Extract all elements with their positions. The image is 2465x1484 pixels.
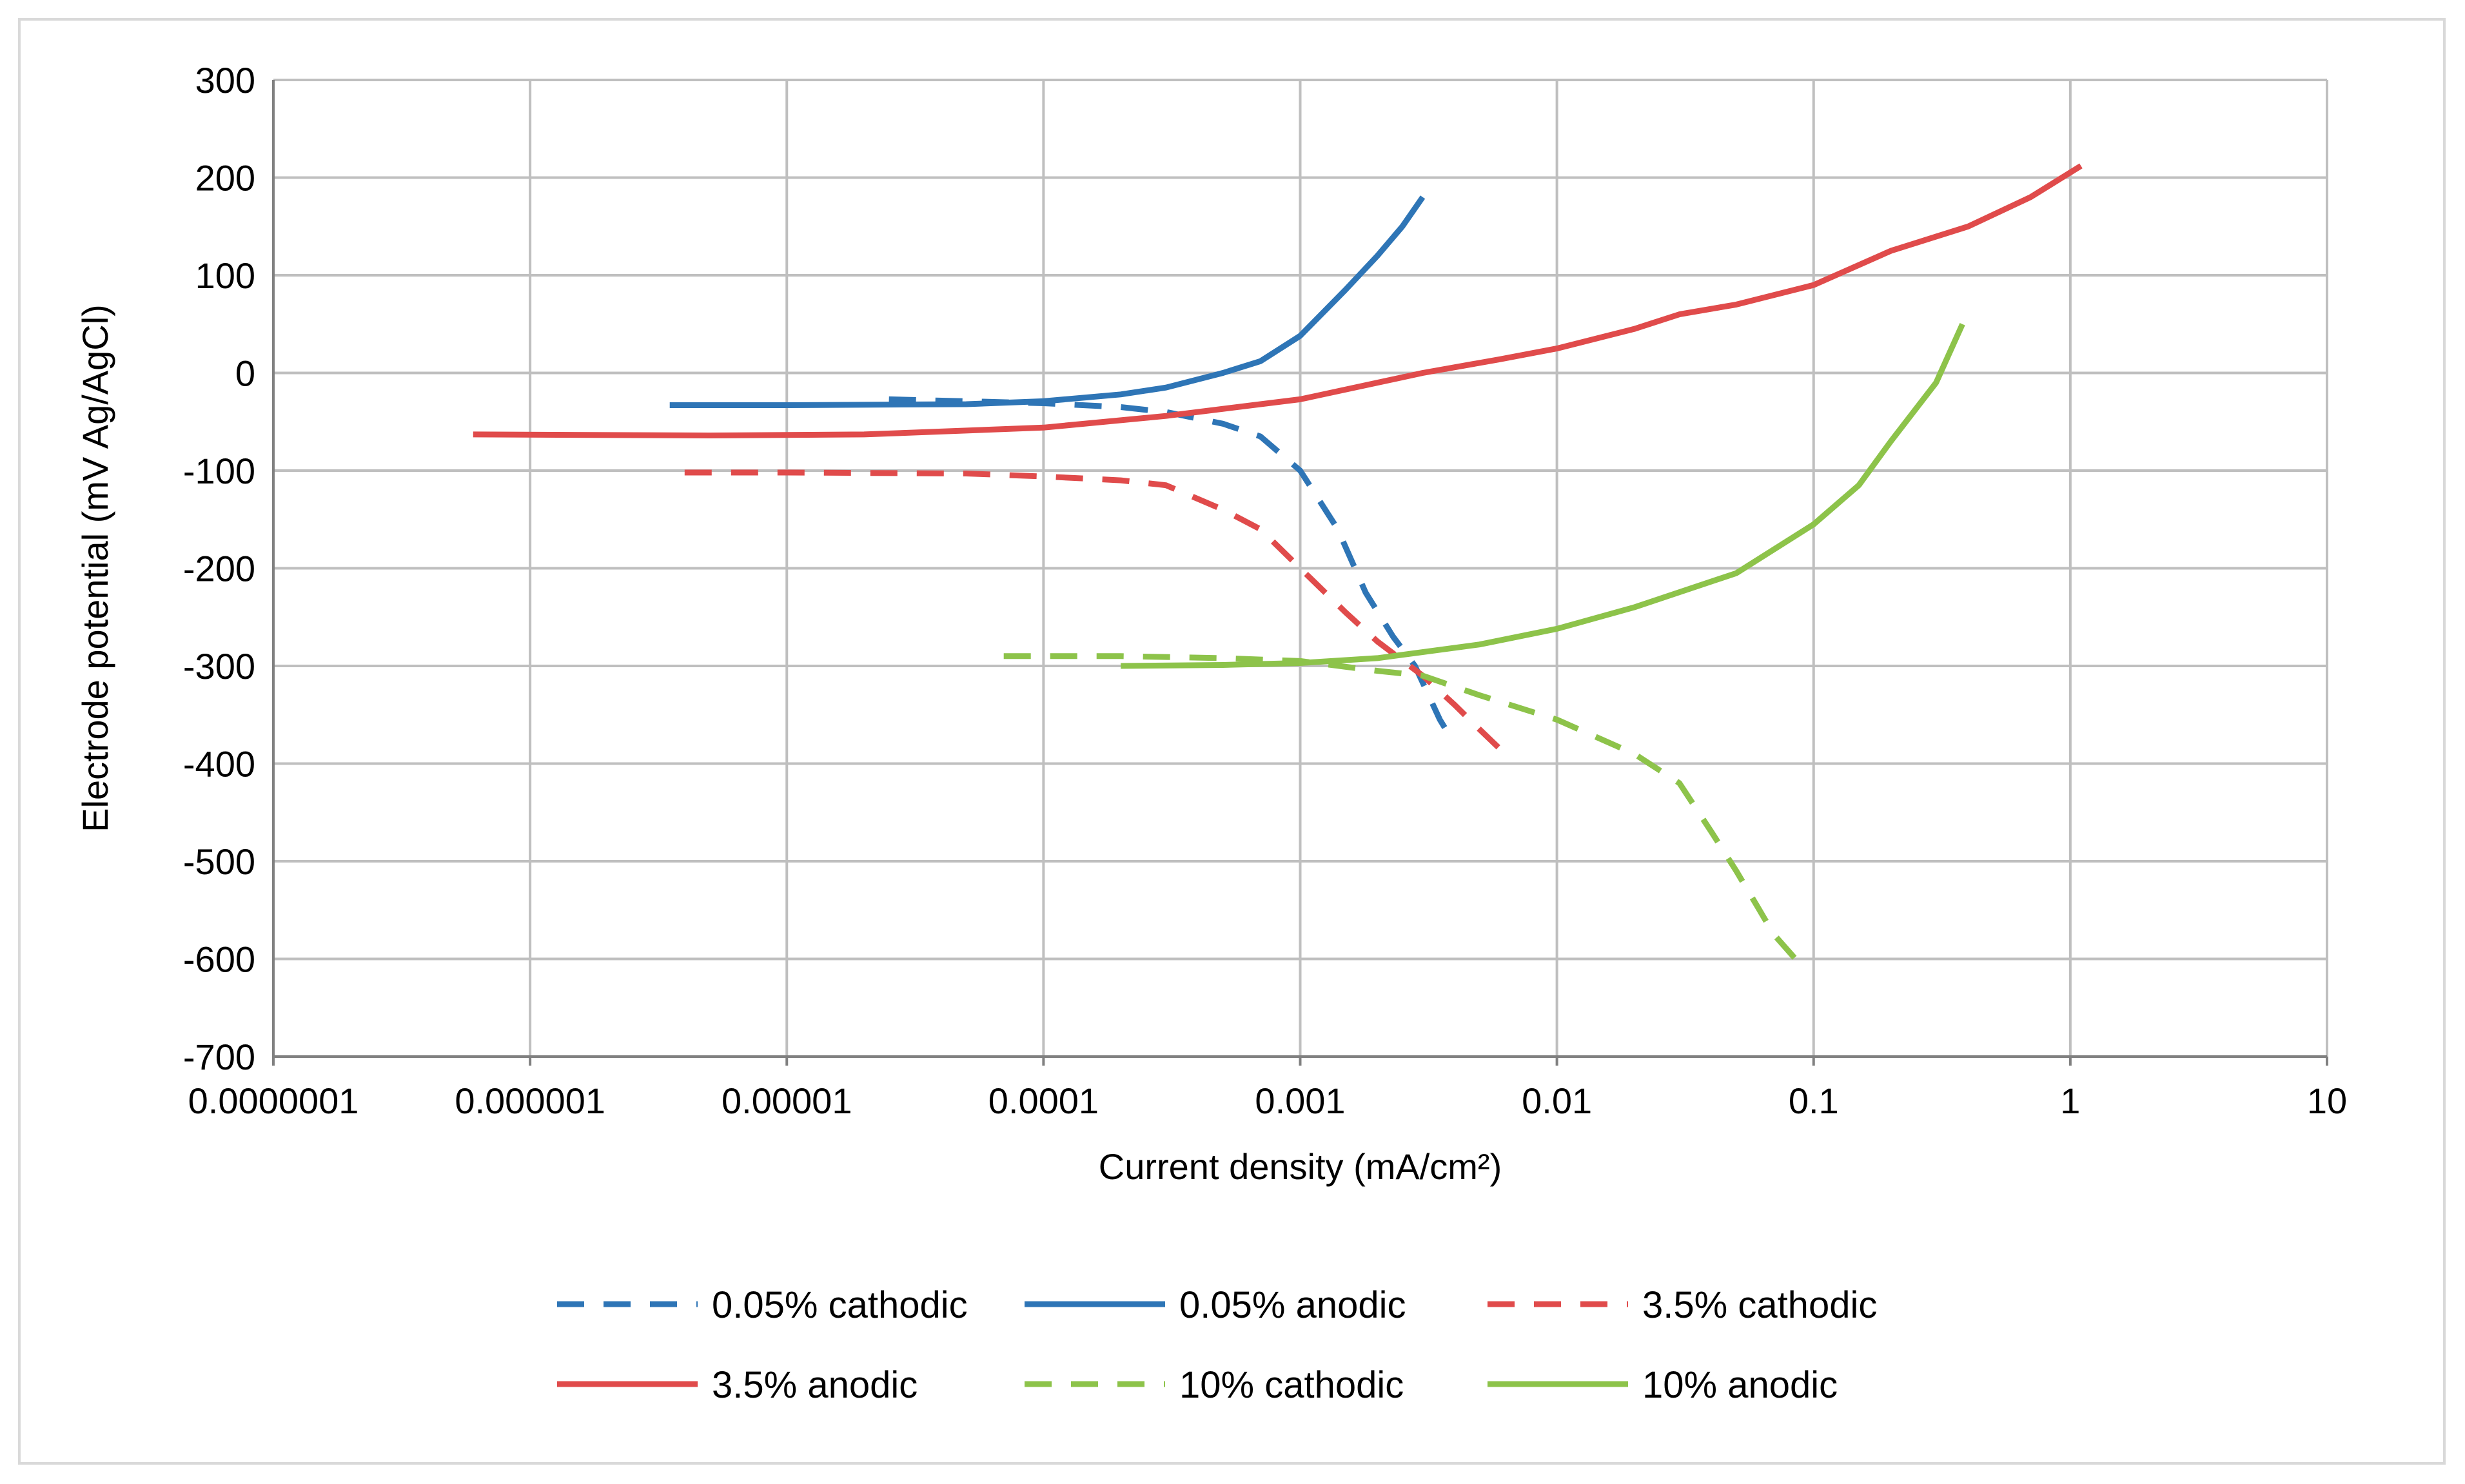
- y-tick-label: -300: [183, 646, 255, 687]
- series-line-10-pct-cathodic: [1003, 653, 1798, 961]
- x-tick-label: 0.01: [1522, 1080, 1592, 1121]
- y-tick-label: -400: [183, 744, 255, 785]
- series-line-0-05-pct-anodic: [669, 195, 1426, 408]
- y-tick-label: 0: [235, 353, 255, 394]
- y-tick-label: -600: [183, 939, 255, 980]
- series-line-3-5-pct-cathodic: [684, 469, 1502, 752]
- x-tick-label: 0.0000001: [188, 1080, 359, 1121]
- legend-label: 3.5% cathodic: [1642, 1284, 1877, 1326]
- series-lines: [473, 163, 2083, 961]
- y-tick-label: -100: [183, 451, 255, 491]
- x-tick-label: 0.00001: [722, 1080, 852, 1121]
- y-tick-label: 100: [195, 255, 255, 296]
- x-tick-label: 10: [2307, 1080, 2347, 1121]
- legend-label: 10% anodic: [1642, 1364, 1838, 1406]
- y-tick-label: -500: [183, 841, 255, 882]
- polarization-chart: 3002001000-100-200-300-400-500-600-7000.…: [75, 60, 2347, 1406]
- series-line-3-5-pct-anodic: [473, 163, 2083, 438]
- y-tick-label: 300: [195, 60, 255, 101]
- x-tick-label: 0.1: [1789, 1080, 1839, 1121]
- legend-label: 3.5% anodic: [712, 1364, 918, 1406]
- series-line-10-pct-anodic: [1121, 322, 1965, 669]
- legend-label: 0.05% cathodic: [712, 1284, 968, 1326]
- y-tick-label: 200: [195, 158, 255, 199]
- x-tick-label: 1: [2060, 1080, 2080, 1121]
- legend-label: 10% cathodic: [1179, 1364, 1404, 1406]
- x-tick-label: 0.0001: [988, 1080, 1099, 1121]
- series-line-0-05-pct-cathodic: [889, 396, 1458, 746]
- x-axis-title: Current density (mA/cm²): [1099, 1146, 1502, 1187]
- axes: [272, 80, 2328, 1066]
- legend: 0.05% cathodic 0.05% anodic 3.5% cathodic 3…: [557, 1284, 1877, 1406]
- x-tick-label: 0.001: [1255, 1080, 1345, 1121]
- tick-labels: 3002001000-100-200-300-400-500-600-7000.…: [183, 60, 2347, 1121]
- y-tick-label: -200: [183, 549, 255, 589]
- chart-frame: 300 200 100 0 -100 -200 -300 -400 -500 -600 -700 0.…: [18, 18, 2446, 1465]
- x-tick-label: 0.000001: [455, 1080, 605, 1121]
- y-axis-title: Electrode potential (mV Ag/AgCl): [75, 304, 115, 832]
- y-tick-label: -700: [183, 1037, 255, 1077]
- legend-label: 0.05% anodic: [1179, 1284, 1406, 1326]
- grid-lines: [273, 79, 2328, 1057]
